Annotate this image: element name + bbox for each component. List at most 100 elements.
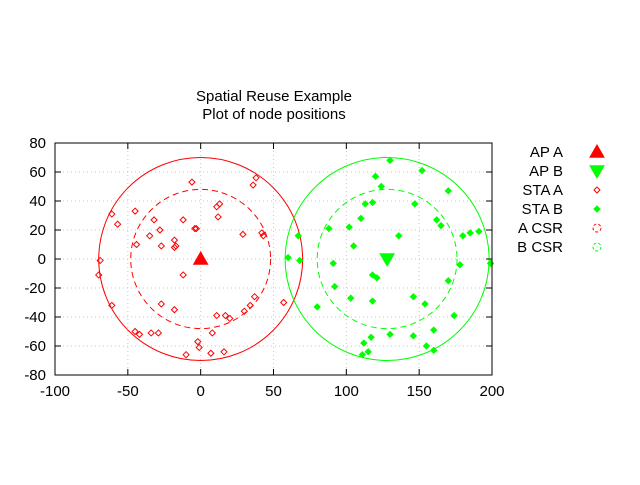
sta-b-point bbox=[346, 294, 355, 302]
y-tick-label: -40 bbox=[24, 309, 46, 326]
sta-b-point bbox=[418, 166, 426, 175]
sta-a-point bbox=[221, 311, 230, 320]
sta-a-point bbox=[239, 230, 247, 239]
legend-label-b-csr: B CSR bbox=[517, 239, 563, 256]
sta-a-point bbox=[182, 350, 190, 359]
sta-a-point bbox=[191, 224, 199, 233]
sta-b-point bbox=[411, 200, 419, 208]
sta-b-point bbox=[444, 187, 453, 195]
sta-a-point bbox=[212, 203, 221, 211]
sta-a-point bbox=[250, 292, 259, 301]
sta-b-point bbox=[330, 282, 339, 291]
sta-b-point bbox=[409, 292, 418, 301]
sta-a-point bbox=[220, 348, 228, 356]
sta-b-point bbox=[368, 271, 377, 279]
sta-b-point bbox=[345, 223, 353, 231]
ap-a-point bbox=[192, 250, 209, 265]
sta-b-point bbox=[395, 232, 403, 240]
sta-b-point bbox=[450, 311, 458, 320]
sta-a-point bbox=[259, 232, 268, 240]
sta-a-point bbox=[154, 329, 163, 337]
sta-b-point bbox=[437, 221, 445, 230]
sta-b-point bbox=[368, 198, 377, 207]
legend-label-ap-b: AP B bbox=[529, 163, 563, 180]
sta-b-point bbox=[444, 277, 453, 285]
sta-b-point bbox=[466, 229, 474, 237]
sta-b-point bbox=[367, 333, 375, 342]
y-tick-label: 0 bbox=[38, 251, 46, 268]
x-tick-label: 50 bbox=[265, 383, 282, 400]
grid bbox=[55, 143, 492, 375]
sta-b-point bbox=[459, 232, 467, 240]
sta-a-point bbox=[94, 271, 103, 279]
sta-a-point bbox=[108, 210, 116, 218]
sta-b-point bbox=[422, 342, 431, 350]
legend-marker-sta-b bbox=[593, 205, 601, 213]
sta-b-point bbox=[430, 326, 438, 334]
sta-a-point bbox=[157, 242, 166, 250]
sta-b-point bbox=[371, 172, 380, 181]
sta-a-point bbox=[207, 349, 215, 357]
sta-b-point bbox=[421, 300, 429, 308]
a-csr-circle bbox=[130, 188, 272, 330]
x-tick-label: 100 bbox=[334, 383, 359, 400]
y-tick-label: 40 bbox=[29, 193, 46, 210]
sta-a-point bbox=[214, 213, 222, 221]
x-tick-label: -100 bbox=[40, 383, 70, 400]
y-tick-label: -20 bbox=[24, 280, 46, 297]
legend-marker-b-csr bbox=[592, 242, 602, 252]
sta-a-point bbox=[246, 301, 254, 310]
sta-b-point bbox=[360, 339, 368, 347]
sta-a-point bbox=[170, 306, 179, 314]
sta-b-point bbox=[409, 332, 418, 340]
x-tick-label: 150 bbox=[407, 383, 432, 400]
sta-b-point bbox=[377, 182, 386, 191]
sta-b-point bbox=[296, 256, 304, 265]
sta-a-point bbox=[212, 311, 221, 320]
legend-label-sta-b: STA B bbox=[522, 201, 563, 218]
sta-b-point bbox=[368, 297, 377, 305]
sta-a-point bbox=[240, 307, 249, 315]
sta-a-point bbox=[194, 337, 202, 346]
node-points bbox=[94, 156, 495, 359]
sta-b-point bbox=[456, 261, 464, 269]
legend: AP A AP B STA A STA B A CSR B CSR bbox=[517, 143, 605, 256]
sta-b-point bbox=[358, 350, 367, 359]
sta-a-point bbox=[192, 224, 201, 233]
sta-a-point bbox=[208, 329, 217, 337]
chart-subtitle: Plot of node positions bbox=[202, 106, 345, 123]
sta-a-point bbox=[252, 174, 260, 182]
x-tick-label: -50 bbox=[117, 383, 139, 400]
sta-a-point bbox=[157, 300, 166, 308]
sta-b-point bbox=[329, 259, 337, 268]
sta-a-point bbox=[156, 226, 164, 234]
sta-b-point bbox=[294, 232, 302, 240]
sta-b-point bbox=[432, 216, 441, 224]
sta-a-point bbox=[170, 243, 179, 252]
sta-a-point bbox=[279, 298, 288, 307]
sta-a-point bbox=[131, 207, 139, 215]
sta-b-point bbox=[364, 348, 372, 356]
sta-a-point bbox=[108, 301, 116, 310]
y-tick-label: 20 bbox=[29, 222, 46, 239]
legend-marker-ap-b bbox=[589, 165, 605, 180]
sta-a-point bbox=[147, 329, 155, 337]
sta-a-point bbox=[96, 256, 104, 265]
sta-b-point bbox=[325, 224, 333, 233]
legend-label-a-csr: A CSR bbox=[518, 220, 563, 237]
sta-a-point bbox=[215, 200, 224, 208]
legend-marker-a-csr bbox=[592, 223, 602, 233]
sta-a-point bbox=[258, 229, 266, 237]
legend-marker-sta-a bbox=[593, 186, 601, 194]
sta-b-point bbox=[361, 200, 369, 208]
x-tick-label: 0 bbox=[196, 383, 204, 400]
y-tick-label: -80 bbox=[24, 367, 46, 384]
legend-label-sta-a: STA A bbox=[522, 182, 563, 199]
sta-a-point bbox=[150, 216, 158, 224]
sta-b-point bbox=[386, 156, 394, 165]
sta-b-point bbox=[349, 242, 358, 250]
ap-b-point bbox=[379, 253, 395, 268]
y-tick-label: 60 bbox=[29, 164, 46, 181]
sta-b-point bbox=[313, 303, 321, 311]
